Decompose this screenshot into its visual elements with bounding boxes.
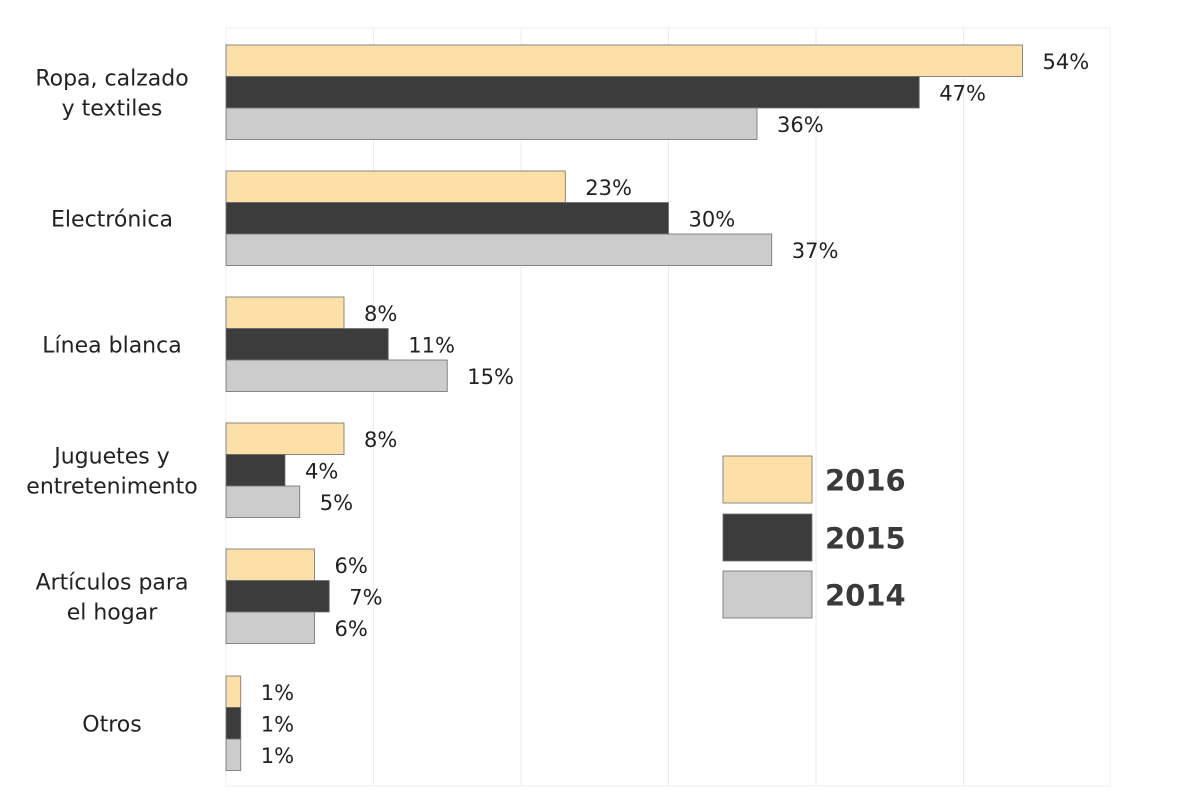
data-label: 4%	[305, 459, 338, 483]
legend-swatch-2016	[722, 455, 813, 504]
bar-2014	[225, 611, 315, 644]
value-labels: 54% 47% 36% 23% 30% 37% 8% 11% 15% 8% 4% 5% 6% 7% 6% 1%…	[261, 50, 1089, 768]
bar-2015	[225, 76, 920, 109]
data-label: 6%	[335, 617, 368, 641]
category-label: entretenimento	[26, 474, 197, 499]
bar-2015	[225, 202, 669, 235]
bar-2014	[225, 107, 758, 140]
data-label: 1%	[261, 681, 294, 705]
bar-2016	[225, 170, 566, 203]
category-labels: Ropa, calzado y textiles Electrónica Línea …	[26, 66, 197, 737]
bar-2015	[225, 454, 286, 487]
category-label: Artículos para	[36, 570, 189, 595]
data-label: 11%	[408, 333, 455, 357]
legend-label: 2016	[825, 464, 906, 498]
bar-2014	[225, 359, 448, 392]
data-label: 1%	[261, 744, 294, 768]
bar-2015	[225, 707, 242, 740]
legend-swatch-2015	[722, 513, 813, 562]
legend: 2016 2015 2014	[722, 455, 906, 619]
bar-2015	[225, 328, 389, 361]
data-label: 36%	[777, 113, 824, 137]
bars	[225, 44, 1023, 771]
legend-swatch-2014	[722, 570, 813, 619]
data-label: 37%	[792, 239, 839, 263]
legend-label: 2014	[825, 579, 906, 613]
bar-2016	[225, 675, 242, 708]
data-label: 47%	[939, 81, 986, 105]
data-label: 15%	[467, 365, 514, 389]
category-label: Otros	[82, 712, 141, 737]
bar-2016	[225, 422, 345, 455]
bar-2015	[225, 580, 330, 613]
bar-2016	[225, 548, 315, 581]
data-label: 7%	[349, 585, 382, 609]
bar-2014	[225, 485, 301, 518]
data-label: 1%	[261, 712, 294, 736]
category-label: Ropa, calzado	[35, 66, 188, 91]
legend-label: 2015	[825, 522, 906, 556]
data-label: 30%	[689, 207, 736, 231]
data-label: 6%	[335, 554, 368, 578]
bar-2016	[225, 44, 1023, 77]
category-label: y textiles	[62, 96, 163, 121]
data-label: 54%	[1043, 50, 1090, 74]
data-label: 8%	[364, 428, 397, 452]
category-label: el hogar	[67, 600, 158, 625]
bar-2014	[225, 738, 242, 771]
data-label: 23%	[585, 176, 632, 200]
bar-2014	[225, 233, 773, 266]
data-label: 8%	[364, 302, 397, 326]
category-label: Línea blanca	[42, 333, 181, 358]
data-label: 5%	[320, 491, 353, 515]
category-label: Electrónica	[51, 207, 173, 232]
category-label: Juguetes y	[52, 444, 170, 469]
bar-2016	[225, 296, 345, 329]
gridlines	[225, 27, 1111, 787]
